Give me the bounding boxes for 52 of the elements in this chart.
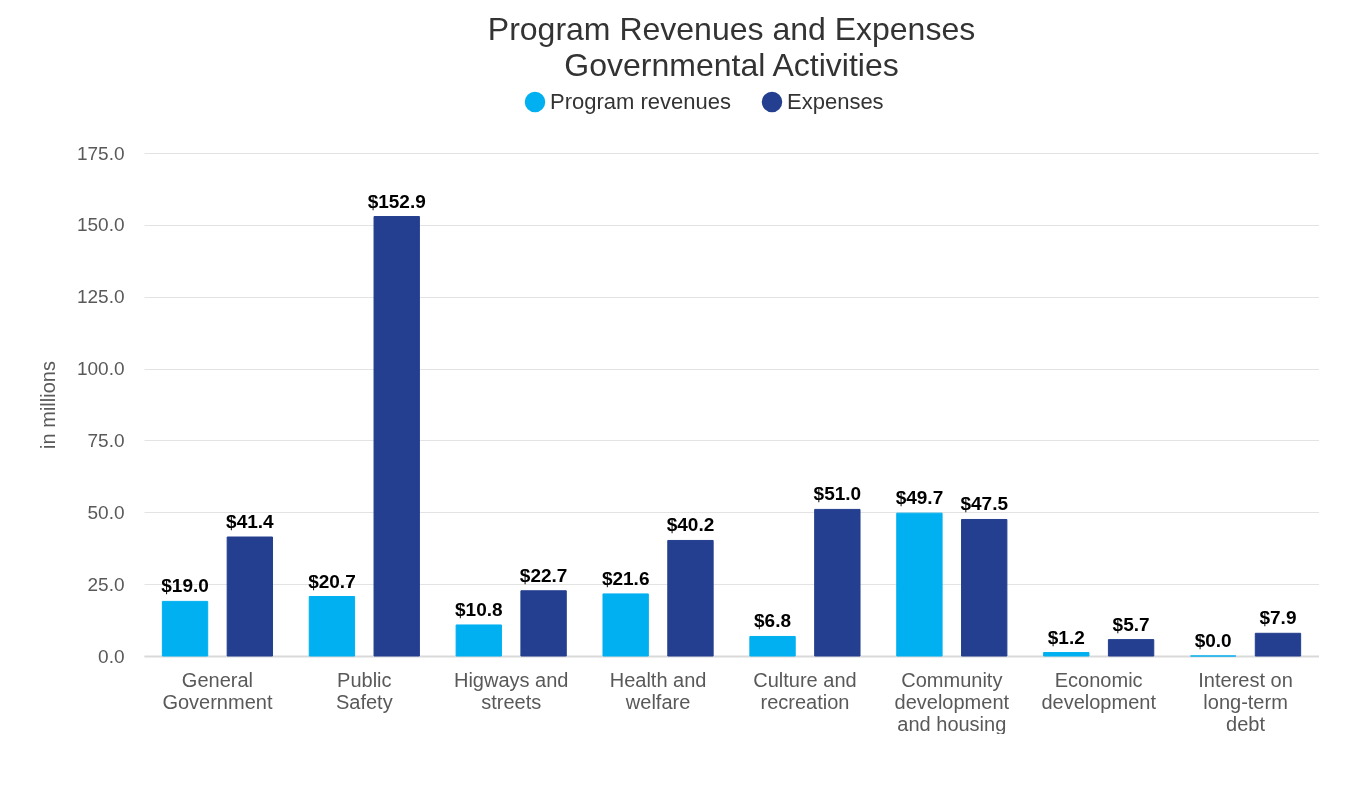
chart-title: Program Revenues and Expenses [487,11,976,47]
y-tick-label: 125.0 [76,286,125,308]
bar [896,512,943,657]
data-label: $19.0 [161,575,209,597]
legend-label: Program revenues [550,89,731,114]
y-tick-label: 25.0 [87,573,125,595]
data-label: $7.9 [1259,607,1297,629]
y-tick-label: 0.0 [98,645,125,667]
data-label: $5.7 [1112,613,1150,635]
bar [667,539,714,657]
data-label: $49.7 [895,487,944,509]
y-tick-label: 175.0 [76,142,125,164]
data-label: $152.9 [367,190,426,212]
chart-subtitle: Governmental Activities [564,47,899,83]
data-label: $6.8 [754,610,792,632]
bar [1254,632,1302,657]
x-tick-label: Health and welfare [609,668,707,713]
bar [226,536,274,657]
y-tick-label: 50.0 [87,501,125,523]
data-label: $41.4 [226,511,275,532]
data-label: $22.7 [519,564,568,586]
x-tick-label: Community development and housing [894,668,1010,735]
x-tick-label: Economic development [1041,668,1157,713]
x-tick-label: Higways and streets [453,668,569,713]
bar [814,508,861,657]
bar [520,590,567,657]
data-label: $47.5 [960,493,1009,515]
x-tick-label: Interest on long-term debt [1198,668,1293,735]
bar [161,600,209,657]
bar [1107,639,1155,657]
y-axis-title: in millions [36,361,59,449]
y-tick-label: 75.0 [87,429,125,451]
data-label: $20.7 [308,570,356,592]
bar [749,635,796,657]
data-label: $0.0 [1194,630,1232,651]
bar [308,596,356,657]
x-tick-label: Public Safety [335,668,393,713]
data-label: $40.2 [666,514,715,536]
legend-label: Expenses [787,89,884,114]
data-label: $51.0 [813,483,862,505]
x-tick-label: General Government [162,668,273,713]
bar [455,624,502,657]
data-label: $10.8 [455,598,503,620]
data-label: $21.6 [601,567,650,589]
bar [1043,652,1090,657]
bar [602,593,649,657]
y-tick-label: 150.0 [76,214,125,236]
y-tick-label: 100.0 [76,358,125,380]
x-tick-label: Culture and recreation [753,668,857,713]
bar [373,216,420,657]
bar [961,518,1008,657]
data-label: $1.2 [1047,626,1085,648]
